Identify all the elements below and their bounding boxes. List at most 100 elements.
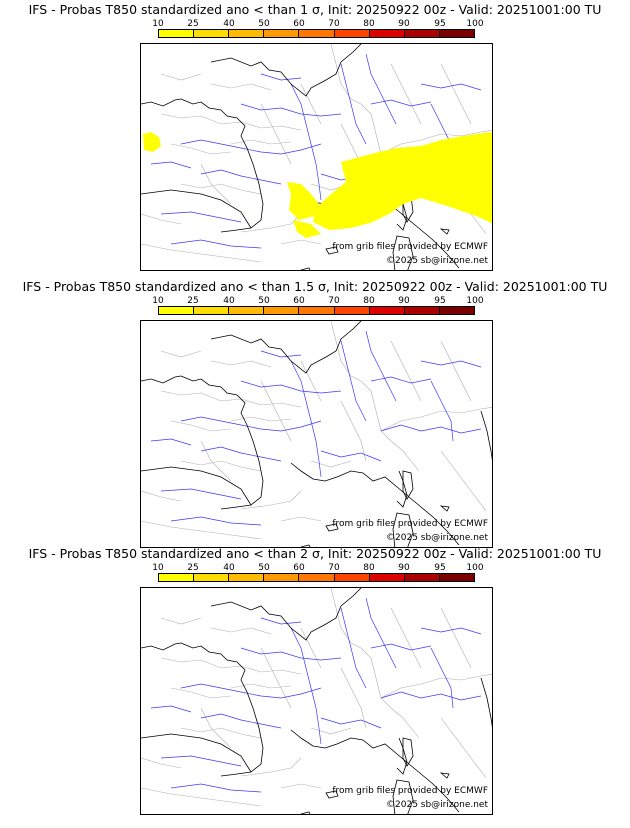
map-line <box>180 183 262 195</box>
map-line <box>380 407 492 432</box>
map-line <box>439 772 450 779</box>
map-line <box>290 360 322 478</box>
colorbar-tick-label: 80 <box>363 563 375 573</box>
map-line <box>160 657 302 675</box>
map-line <box>392 512 414 547</box>
map-line <box>440 340 472 402</box>
map-line <box>210 588 362 641</box>
map-line <box>141 733 252 773</box>
map-graphic <box>141 44 492 270</box>
colorbar-tick-label: 70 <box>328 296 340 306</box>
colorbar-segment <box>334 574 370 581</box>
map-line <box>141 243 262 263</box>
map-line <box>150 438 192 446</box>
map-line <box>390 63 422 125</box>
map-line <box>310 460 352 468</box>
colorbar-tick-label: 25 <box>187 19 199 29</box>
map-line <box>180 727 262 739</box>
map-line <box>380 691 482 701</box>
map-line <box>160 211 242 223</box>
colorbar-segment <box>229 307 265 314</box>
panel-3: IFS - Probas T850 standardized ano < tha… <box>0 546 630 815</box>
map-line <box>440 607 472 669</box>
map-line <box>240 757 302 777</box>
copyright-credit: ©2025 sb@irizone.net <box>386 800 488 810</box>
colorbar-segment <box>264 307 300 314</box>
probability-area <box>143 132 492 238</box>
colorbar-ticks: 10 25 40 50 60 70 80 90 95 100 <box>150 296 490 306</box>
map-line <box>340 607 367 689</box>
map-graphic <box>141 321 492 547</box>
map-line <box>170 687 232 699</box>
colorbar-segment <box>194 574 230 581</box>
colorbar-segment <box>229 574 265 581</box>
source-credit: from grib files provided by ECMWF <box>332 519 488 529</box>
colorbar-segment <box>369 574 405 581</box>
map-line <box>280 516 322 522</box>
map-line <box>240 647 342 661</box>
map-line <box>180 98 264 233</box>
map-line <box>370 643 432 651</box>
colorbar-segment <box>439 30 474 37</box>
copyright-credit: ©2025 sb@irizone.net <box>386 256 488 266</box>
colorbar-tick-label: 100 <box>466 296 484 306</box>
colorbar <box>158 573 475 582</box>
panel-title: IFS - Probas T850 standardized ano < tha… <box>22 279 608 294</box>
map-line <box>380 430 420 472</box>
map-line <box>230 683 292 689</box>
map-line <box>365 330 397 402</box>
map-line <box>290 462 460 546</box>
map-line <box>402 737 414 767</box>
map-line <box>396 737 408 775</box>
colorbar-tick-label: 60 <box>293 563 305 573</box>
map-line <box>240 103 342 117</box>
colorbar-tick-label: 25 <box>187 563 199 573</box>
map-line <box>300 83 322 125</box>
map-line <box>290 627 322 745</box>
map-line <box>440 450 487 512</box>
map-line <box>440 717 487 779</box>
colorbar-tick-label: 90 <box>398 563 410 573</box>
map-line <box>160 350 202 358</box>
map-line <box>210 360 272 368</box>
map-line <box>380 674 492 699</box>
map-line <box>150 161 192 169</box>
map-line <box>180 139 322 155</box>
colorbar-ticks: 10 25 40 50 60 70 80 90 95 100 <box>150 19 490 29</box>
map-line <box>300 627 322 669</box>
map-line <box>141 490 182 502</box>
map-line <box>200 713 282 729</box>
colorbar-segment <box>299 307 335 314</box>
colorbar-tick-label: 90 <box>398 296 410 306</box>
map-line <box>402 470 414 500</box>
panel-2: IFS - Probas T850 standardized ano < tha… <box>0 279 630 548</box>
map-line <box>420 627 482 635</box>
map-line <box>200 446 282 462</box>
colorbar-tick-label: 70 <box>328 563 340 573</box>
map-line <box>430 647 454 709</box>
map-line <box>370 376 432 384</box>
map-line <box>396 470 408 508</box>
map-line <box>180 683 322 699</box>
map-line <box>210 44 362 97</box>
map-line <box>330 44 382 155</box>
colorbar-segment <box>404 574 440 581</box>
map-line <box>390 340 422 402</box>
colorbar-segment <box>194 30 230 37</box>
colorbar <box>158 306 475 315</box>
colorbar <box>158 29 475 38</box>
colorbar-tick-label: 95 <box>434 19 446 29</box>
colorbar-tick-label: 50 <box>258 19 270 29</box>
map-line <box>260 73 302 81</box>
map-line <box>230 416 292 422</box>
colorbar-tick-label: 60 <box>293 19 305 29</box>
map-line <box>380 697 420 739</box>
map-line <box>160 390 302 408</box>
map-line <box>300 360 322 402</box>
map-line <box>150 705 192 713</box>
map-line <box>210 83 272 91</box>
map-line <box>240 380 342 394</box>
colorbar-segment <box>439 307 474 314</box>
map-line <box>141 375 182 384</box>
colorbar-segment <box>369 30 405 37</box>
